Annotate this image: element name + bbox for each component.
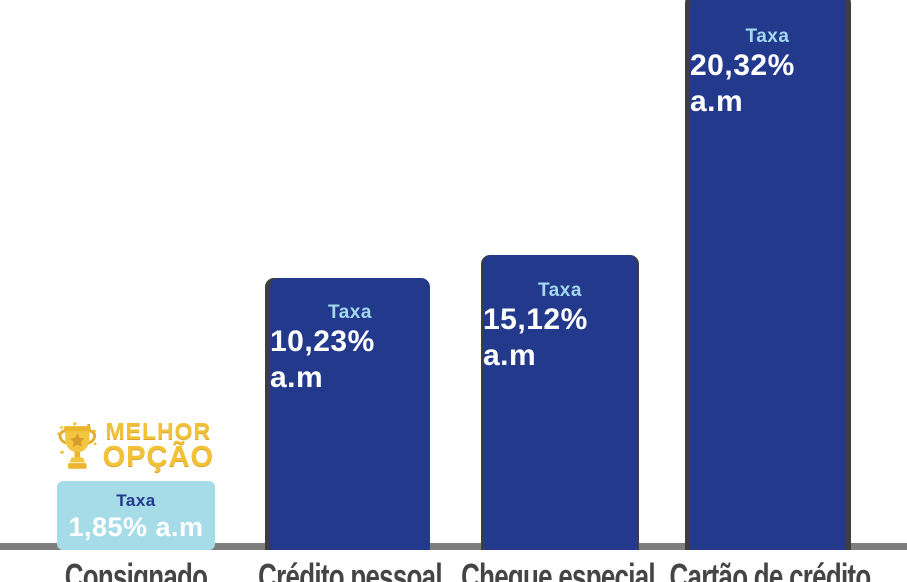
bar-value: 10,23% a.m [270,324,375,394]
category-label-cheque-especial: Cheque especial [461,556,655,582]
bar-series-label: Taxa [328,302,372,323]
bar-value: 1,85% a.m [68,511,204,542]
trophy-icon [57,422,97,469]
badge-line2: OPÇÃO [102,441,214,473]
bar-series-label: Taxa [116,491,156,510]
bar-value: 15,12% a.m [483,302,588,372]
badge-line1: MELHOR [105,418,212,444]
bar-consignado: Taxa 1,85% a.m [57,481,215,550]
bar-value: 20,32% a.m [690,48,795,118]
best-option-badge: MELHOR OPÇÃO [56,413,214,479]
category-label-cartao-de-credito: Cartão de crédito [669,556,872,582]
category-label-consignado: Consignado [64,556,208,582]
bar-series-label: Taxa [745,26,790,47]
bar-cartao-de-credito: Taxa 20,32% a.m [690,0,845,550]
chart-baseline [0,543,907,550]
bar-series-label: Taxa [538,280,582,301]
best-option-text: MELHOR OPÇÃO [103,420,214,472]
category-label-credito-pessoal: Crédito pessoal [258,556,442,582]
bar-credito-pessoal: Taxa 10,23% a.m [270,278,430,550]
bar-cheque-especial: Taxa 15,12% a.m [483,255,637,550]
